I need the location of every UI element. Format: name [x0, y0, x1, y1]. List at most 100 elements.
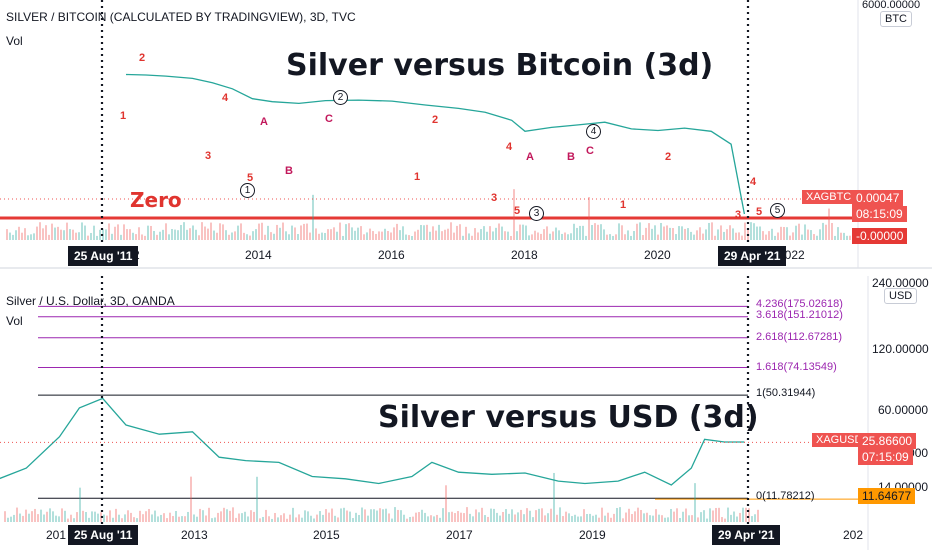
volume-bar: [217, 512, 219, 522]
volume-bar: [411, 235, 413, 240]
volume-bar: [436, 514, 438, 522]
volume-bar: [250, 510, 252, 522]
volume-bar: [558, 230, 560, 240]
volume-bar: [126, 229, 128, 240]
volume-bar: [79, 487, 81, 522]
volume-bar: [720, 225, 722, 240]
wave-circle-3: 3: [529, 206, 544, 221]
silver-btc-pane: SILVER / BITCOIN (CALCULATED BY TRADINGV…: [0, 0, 932, 270]
volume-bar: [684, 228, 686, 240]
volume-bar: [399, 230, 401, 240]
volume-bar: [118, 514, 120, 522]
volume-bar: [229, 510, 231, 522]
y-tick: 120.00000: [872, 342, 929, 356]
volume-bar: [166, 518, 168, 522]
volume-bar: [412, 516, 414, 522]
volume-bar: [514, 514, 516, 522]
volume-bar: [640, 509, 642, 522]
usd-unit-chip[interactable]: USD: [884, 288, 918, 304]
volume-bar: [445, 485, 447, 522]
volume-bar: [301, 517, 303, 522]
volume-bar: [510, 235, 512, 240]
volume-bar: [705, 229, 707, 240]
volume-bar: [541, 508, 543, 522]
volume-bar: [204, 226, 206, 240]
volume-bar: [726, 229, 728, 240]
volume-bar: [220, 511, 222, 522]
volume-bar: [697, 517, 699, 522]
volume-bar: [75, 232, 77, 240]
volume-bar: [136, 518, 138, 522]
volume-bar: [469, 513, 471, 522]
volume-bar: [78, 232, 80, 240]
x-tick-2016: 2016: [378, 248, 405, 262]
volume-bar: [609, 234, 611, 240]
volume-bar: [762, 231, 764, 240]
volume-bar: [61, 508, 63, 522]
volume-bar: [331, 508, 333, 522]
volume-bar: [325, 509, 327, 522]
volume-bar: [339, 222, 341, 240]
volume-bar: [397, 509, 399, 522]
volume-bar: [67, 518, 69, 522]
volume-bar: [748, 508, 750, 522]
volume-bar: [741, 235, 743, 240]
volume-bar: [654, 225, 656, 240]
volume-bar: [234, 231, 236, 240]
volume-bar: [475, 509, 477, 522]
volume-bar: [417, 229, 419, 240]
volume-bar: [345, 224, 347, 240]
volume-bar: [384, 228, 386, 240]
volume-bar: [165, 223, 167, 240]
volume-bar: [825, 224, 827, 240]
volume-bar: [567, 234, 569, 240]
volume-bar: [549, 233, 551, 240]
volume-bar: [225, 230, 227, 240]
volume-bar: [625, 512, 627, 522]
volume-bar: [115, 508, 117, 522]
volume-bar: [145, 511, 147, 522]
volume-bar: [190, 476, 192, 522]
volume-bar: [742, 507, 744, 522]
volume-bar: [481, 507, 483, 522]
volume-bar: [637, 507, 639, 522]
volume-bar: [241, 513, 243, 522]
volume-bar: [295, 517, 297, 522]
volume-bar: [441, 231, 443, 240]
volume-bar: [213, 230, 215, 240]
volume-bar: [709, 508, 711, 522]
volume-bar: [846, 235, 848, 240]
volume-bar: [186, 229, 188, 240]
silver-btc-annotation-title: Silver versus Bitcoin (3d): [286, 48, 714, 83]
volume-bar: [688, 515, 690, 522]
volume-bar: [466, 507, 468, 522]
volume-bar: [756, 226, 758, 240]
volume-bar: [565, 511, 567, 522]
volume-bar: [385, 508, 387, 522]
wave-circle-5: 5: [770, 203, 785, 218]
volume-bar: [531, 234, 533, 240]
volume-bar: [103, 514, 105, 522]
volume-bar: [433, 516, 435, 522]
volume-bar: [7, 517, 9, 522]
volume-bar: [187, 511, 189, 522]
volume-bar: [519, 224, 521, 240]
volume-bar: [244, 511, 246, 522]
volume-bar: [687, 228, 689, 240]
volume-bar: [516, 231, 518, 240]
volume-bar: [751, 516, 753, 522]
wave-label: 4: [506, 141, 513, 153]
volume-bar: [211, 518, 213, 522]
btc-unit-chip[interactable]: BTC: [880, 11, 912, 27]
volume-bar: [181, 516, 183, 522]
volume-bar: [354, 230, 356, 240]
volume-bar: [438, 224, 440, 240]
volume-bar: [613, 513, 615, 522]
volume-bar: [319, 511, 321, 522]
volume-bar: [202, 510, 204, 522]
volume-bar: [621, 225, 623, 240]
volume-bar: [388, 513, 390, 522]
volume-bar: [615, 234, 617, 240]
volume-bar: [9, 232, 11, 240]
volume-bar: [193, 514, 195, 522]
